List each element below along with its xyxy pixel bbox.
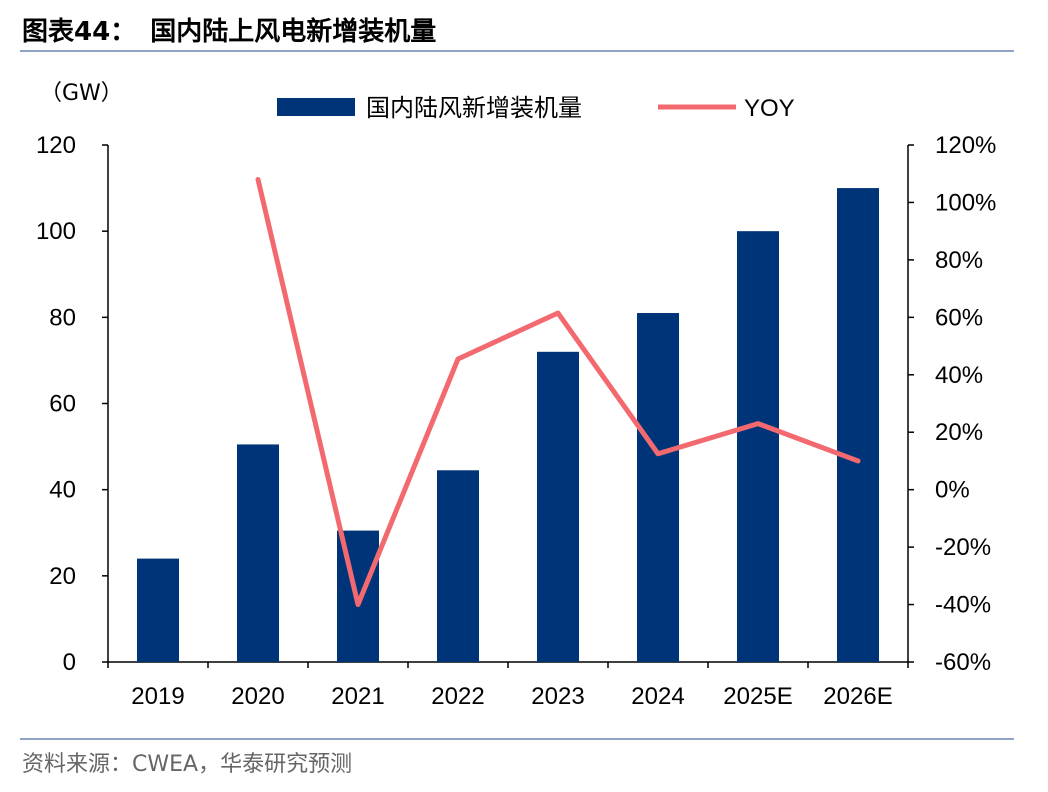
yoy-series bbox=[255, 176, 861, 608]
bar-series bbox=[137, 188, 879, 663]
y-left-tick-label: 40 bbox=[49, 477, 76, 504]
bar bbox=[837, 188, 879, 663]
x-tick-label: 2020 bbox=[231, 683, 284, 710]
y-right-tick-label: 100% bbox=[935, 189, 996, 216]
y-left-tick-label: 80 bbox=[49, 304, 76, 331]
chart-title: 国内陆上风电新增装机量 bbox=[150, 17, 437, 47]
y-right-tick-label: 20% bbox=[935, 419, 983, 446]
y-right-tick-label: 60% bbox=[935, 304, 983, 331]
y-right-tick-label: 120% bbox=[935, 132, 996, 159]
legend-swatch-bar bbox=[277, 98, 355, 116]
legend: 国内陆风新增装机量 YOY bbox=[277, 94, 795, 122]
source-note: 资料来源：CWEA，华泰研究预测 bbox=[22, 752, 353, 777]
figure-title: 图表44： 国内陆上风电新增装机量 bbox=[22, 12, 436, 52]
source-divider bbox=[20, 738, 1014, 740]
figure-label: 图表44： bbox=[22, 17, 137, 47]
bar bbox=[637, 313, 679, 662]
y-unit-label: （GW） bbox=[40, 81, 123, 106]
y-right-tick-label: 40% bbox=[935, 362, 983, 389]
y-left-tick-label: 20 bbox=[49, 563, 76, 590]
bar bbox=[537, 351, 579, 662]
y-left-tick-label: 100 bbox=[36, 218, 76, 245]
legend-label-bar: 国内陆风新增装机量 bbox=[366, 94, 582, 122]
bar bbox=[137, 558, 179, 662]
y-left-tick-label: 0 bbox=[63, 649, 76, 676]
x-tick-label: 2026E bbox=[823, 683, 892, 710]
bar bbox=[237, 444, 279, 662]
x-tick-label: 2022 bbox=[431, 683, 484, 710]
y-right-tick-label: -20% bbox=[935, 534, 991, 561]
y-left-tick-label: 60 bbox=[49, 391, 76, 418]
y-right-tick-label: -60% bbox=[935, 649, 991, 676]
x-tick-label: 2021 bbox=[331, 683, 384, 710]
x-tick-label: 2024 bbox=[631, 683, 684, 710]
title-divider bbox=[20, 50, 1014, 52]
legend-label-line: YOY bbox=[744, 95, 795, 122]
x-tick-label: 2025E bbox=[723, 683, 792, 710]
bar bbox=[437, 470, 479, 662]
y-right-tick-label: -40% bbox=[935, 592, 991, 619]
x-tick-label: 2023 bbox=[531, 683, 584, 710]
x-tick-label: 2019 bbox=[131, 683, 184, 710]
y-right-tick-label: 80% bbox=[935, 247, 983, 274]
y-left-tick-label: 120 bbox=[36, 132, 76, 159]
y-right-tick-label: 0% bbox=[935, 477, 970, 504]
bar bbox=[737, 231, 779, 662]
